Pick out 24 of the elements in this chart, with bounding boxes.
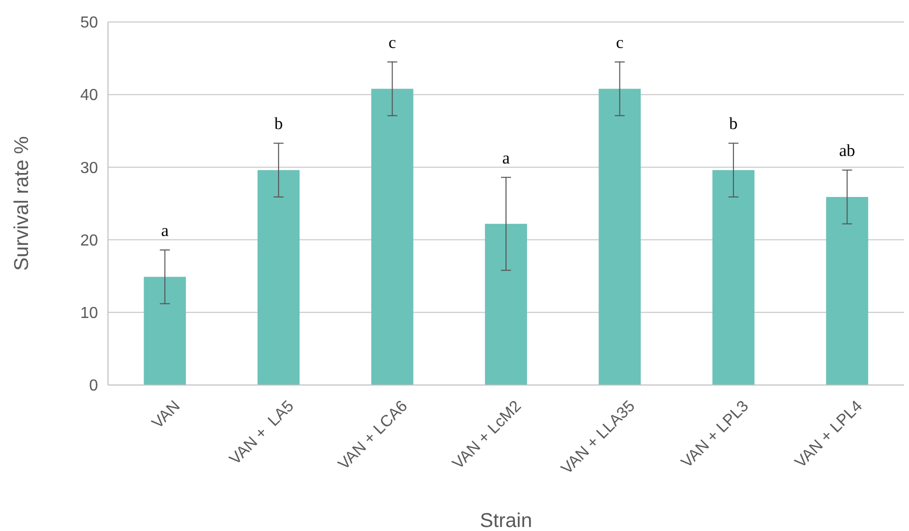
- bar: [484, 224, 528, 385]
- annotation: a: [161, 220, 170, 240]
- y-tick-label: 20: [80, 232, 98, 250]
- annotation: c: [616, 32, 624, 52]
- annotation: c: [388, 32, 397, 52]
- annotation: b: [729, 114, 738, 134]
- y-tick-label: 40: [80, 87, 98, 104]
- x-tick-label: VAN + LA5: [226, 398, 298, 468]
- y-tick-label: 0: [89, 378, 98, 395]
- y-tick-label: 10: [80, 305, 98, 322]
- annotation: ab: [839, 141, 856, 160]
- bar: [371, 88, 414, 385]
- bar: [258, 170, 300, 385]
- bar: [598, 88, 641, 385]
- bar: [144, 276, 186, 385]
- y-axis-title: Survival rate %: [11, 136, 33, 271]
- x-axis-title: Strain: [480, 510, 532, 531]
- y-tick-label: 30: [80, 160, 98, 177]
- annotation: a: [502, 148, 510, 168]
- bar: [712, 170, 754, 385]
- bar: [826, 196, 868, 385]
- x-tick-label: VAN: [149, 398, 184, 432]
- annotation: b: [274, 114, 283, 134]
- y-tick-label: 50: [80, 14, 98, 32]
